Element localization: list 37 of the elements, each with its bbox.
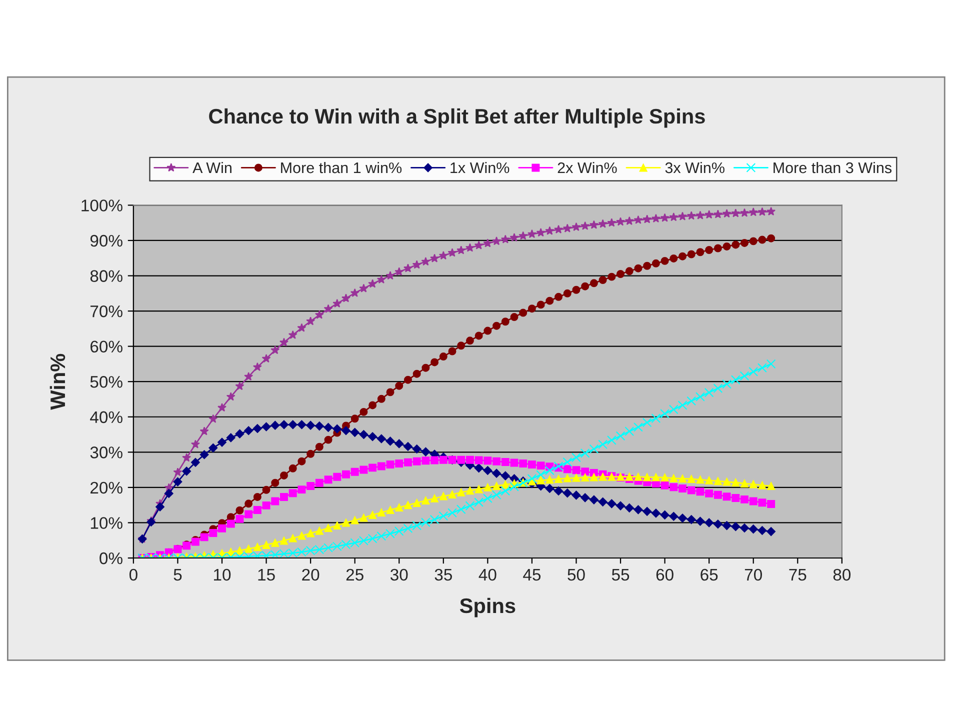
- chart-title: Chance to Win with a Split Bet after Multiple Spins: [209, 108, 705, 128]
- legend-label: More than 3 Wins: [774, 162, 892, 174]
- x-tick-label: 80: [833, 568, 851, 581]
- legend-label: 1x Win%: [450, 162, 510, 174]
- x-tick-label: 50: [568, 568, 585, 581]
- y-tick-label: 80%: [90, 270, 122, 282]
- x-tick-label: 5: [174, 569, 182, 581]
- legend-label: 3x Win%: [665, 162, 724, 174]
- x-tick-label: 40: [478, 568, 496, 581]
- x-tick-label: 35: [434, 568, 452, 581]
- y-tick-label: 60%: [90, 340, 122, 353]
- y-tick-label: 30%: [90, 446, 122, 458]
- y-tick-label: 100%: [82, 200, 122, 212]
- y-tick-label: 70%: [90, 305, 122, 318]
- x-tick-label: 65: [700, 568, 718, 581]
- x-tick-label: 10: [214, 568, 231, 581]
- y-tick-label: 40%: [90, 411, 122, 424]
- x-tick-label: 70: [744, 568, 762, 581]
- y-tick-label: 90%: [90, 234, 122, 247]
- legend-label: More than 1 win%: [281, 162, 402, 174]
- y-axis-title: Win%: [50, 354, 66, 410]
- x-tick-label: 75: [789, 569, 806, 581]
- y-tick-label: 0%: [100, 552, 122, 564]
- x-tick-label: 25: [346, 568, 364, 581]
- x-tick-label: 60: [656, 568, 674, 581]
- x-axis-title: Spins: [460, 598, 516, 618]
- x-tick-label: 55: [612, 569, 630, 581]
- legend-label: 2x Win%: [558, 162, 617, 174]
- x-tick-label: 20: [302, 568, 320, 581]
- y-tick-label: 50%: [90, 376, 122, 388]
- x-tick-label: 45: [523, 569, 541, 581]
- x-tick-label: 15: [258, 569, 275, 581]
- legend-label: A Win: [192, 162, 232, 174]
- y-tick-label: 20%: [90, 482, 122, 494]
- x-tick-label: 0: [129, 568, 138, 581]
- x-tick-label: 30: [390, 568, 408, 581]
- y-tick-label: 10%: [90, 517, 122, 529]
